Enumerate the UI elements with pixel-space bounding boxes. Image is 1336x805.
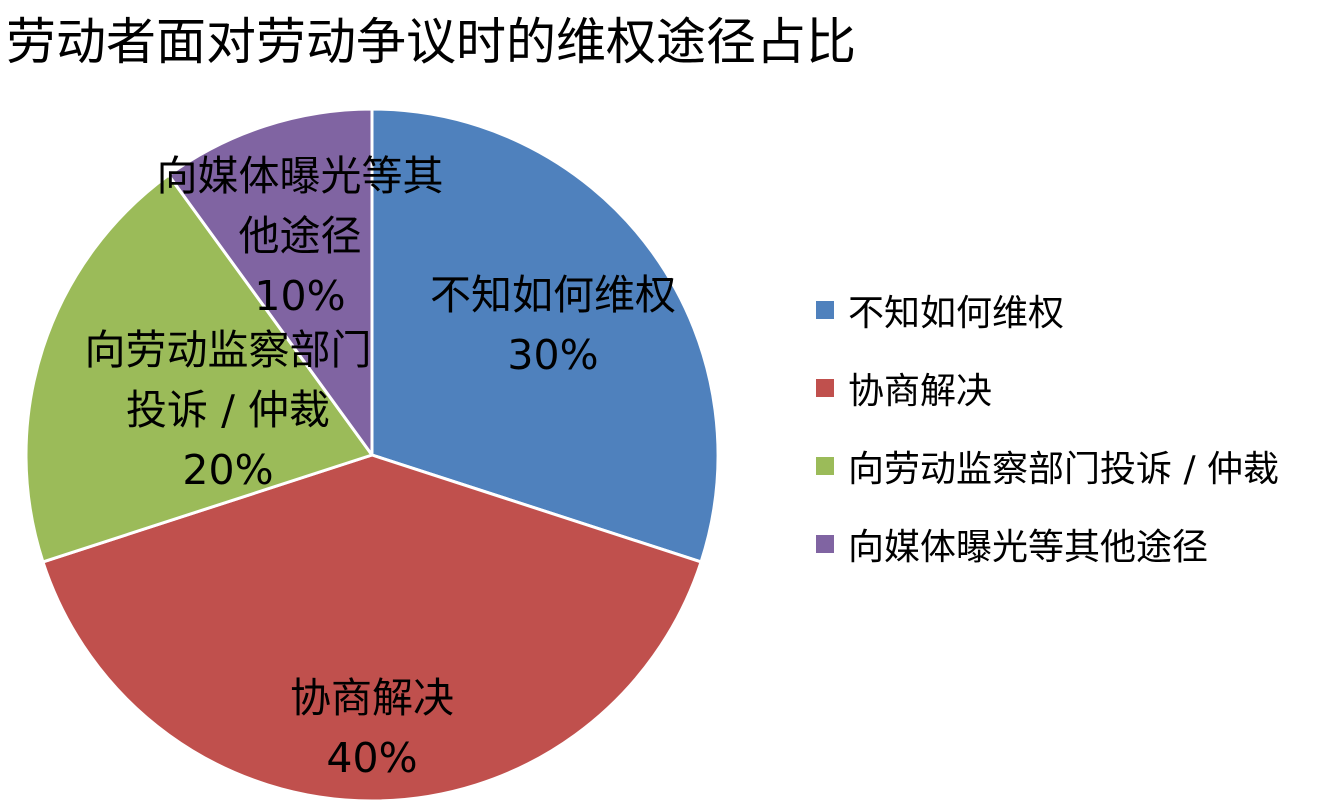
legend-label: 向媒体曝光等其他途径 [848, 527, 1209, 568]
slice-value: 10% [254, 272, 346, 320]
slice-label: 不知如何维权 30% [393, 265, 713, 385]
slice-category: 不知如何维权 [430, 271, 676, 319]
slice-label: 向媒体曝光等其他途径 10% [140, 146, 460, 326]
legend-item: 向媒体曝光等其他途径 [816, 522, 1208, 568]
slice-value: 20% [182, 446, 274, 494]
legend-swatch [816, 535, 834, 553]
legend-label: 协商解决 [848, 371, 993, 412]
legend-swatch [816, 379, 834, 397]
pie-slice [24, 173, 374, 564]
slice-label: 向劳动监察部门投诉 / 仲裁 20% [68, 320, 388, 500]
pie-slice [370, 107, 720, 564]
slice-value: 40% [326, 734, 418, 782]
legend-item: 协商解决 [816, 366, 992, 412]
legend-item: 向劳动监察部门投诉 / 仲裁 [816, 444, 1279, 490]
slice-value: 30% [507, 331, 599, 379]
chart-title: 劳动者面对劳动争议时的维权途径占比 [6, 13, 856, 71]
legend-item: 不知如何维权 [816, 288, 1064, 334]
slice-category: 向劳动监察部门投诉 / 仲裁 [84, 326, 372, 434]
slice-category: 协商解决 [290, 674, 454, 722]
legend-swatch [816, 457, 834, 475]
legend-label: 向劳动监察部门投诉 / 仲裁 [848, 449, 1280, 490]
slice-category: 向媒体曝光等其他途径 [156, 152, 444, 260]
slice-label: 协商解决 40% [212, 668, 532, 788]
pie-slice [41, 453, 703, 803]
legend-label: 不知如何维权 [848, 293, 1065, 334]
pie-slice [167, 107, 374, 457]
legend-swatch [816, 301, 834, 319]
